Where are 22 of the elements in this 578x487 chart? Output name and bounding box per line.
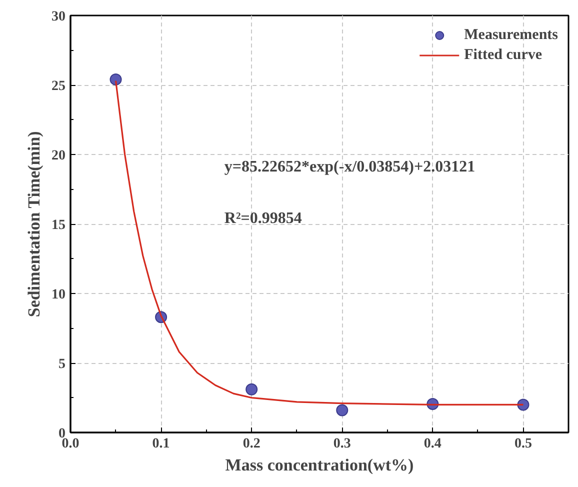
legend-label: Measurements: [464, 26, 558, 44]
x-tick-label: 0.3: [333, 436, 351, 452]
x-axis-title: Mass concentration(wt%): [225, 456, 414, 474]
point: [110, 73, 122, 86]
y-tick-label: 20: [52, 148, 66, 164]
x-tick-label: 0.0: [62, 436, 80, 452]
annotation: y=85.22652*exp(-x/0.03854)+2.03121: [224, 158, 476, 176]
y-tick-label: 25: [52, 79, 66, 94]
x-tick-label: 0.2: [242, 436, 260, 452]
y-axis-title: Sedimentation Time(min): [24, 131, 44, 318]
y-tick-label: 30: [52, 10, 66, 24]
legend-label: Fitted curve: [464, 46, 542, 64]
x-tick-label: 0.1: [152, 436, 170, 452]
x-tick-label: 0.4: [424, 436, 442, 452]
y-tick-label: 5: [58, 357, 66, 372]
point: [517, 398, 530, 411]
x-tick-label: 0.5: [514, 436, 532, 452]
y-tick-label: 10: [52, 288, 66, 302]
point: [336, 404, 348, 416]
annotation: R²=0.99854: [224, 210, 302, 227]
point: [246, 383, 258, 396]
y-tick-label: 15: [52, 218, 66, 233]
